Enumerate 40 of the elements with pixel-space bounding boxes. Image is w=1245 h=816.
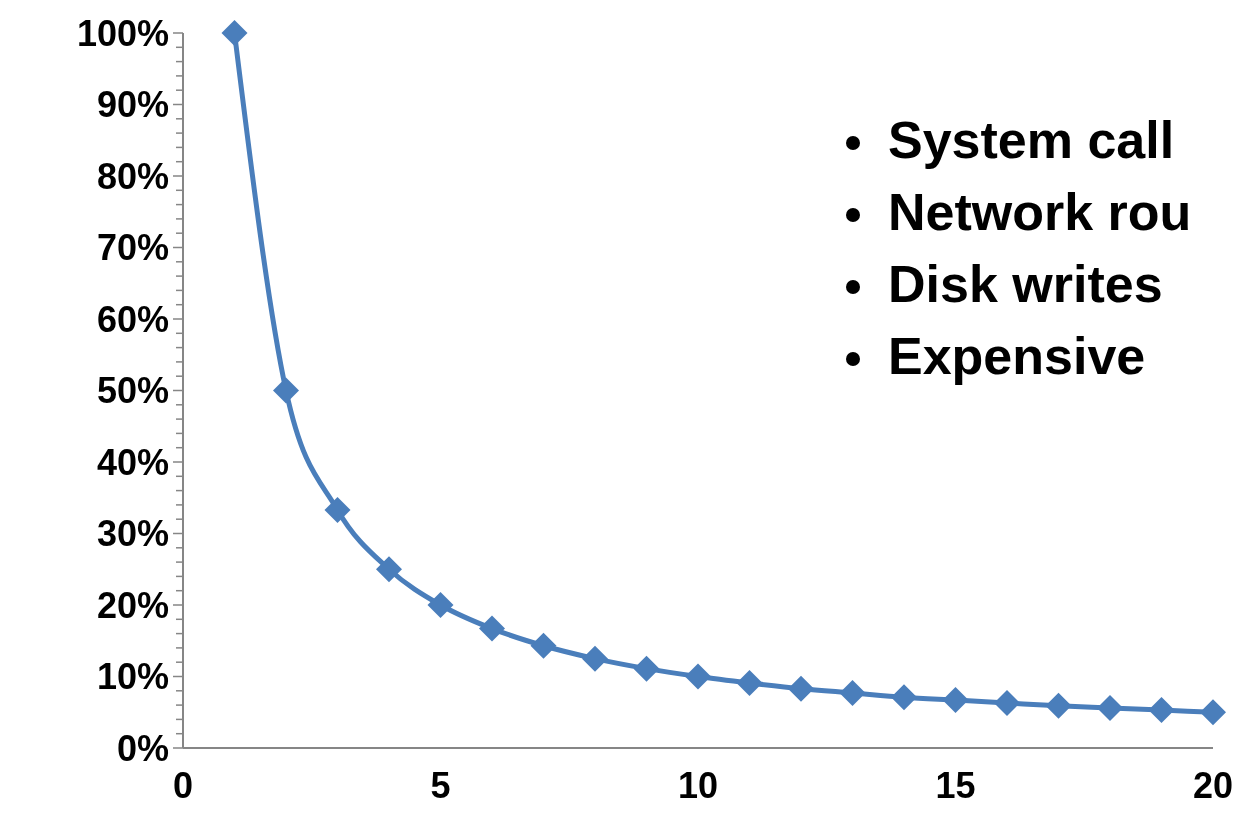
y-tick-label: 40%: [96, 441, 169, 483]
y-tick-label: 0%: [116, 727, 169, 769]
point: [1200, 699, 1226, 726]
point: [530, 632, 557, 659]
point: [582, 645, 608, 672]
x-tick-label: 10: [677, 765, 719, 806]
point: [942, 687, 969, 714]
point: [427, 592, 454, 618]
y-tick-label: 90%: [96, 84, 169, 126]
annotation: Disk writes: [888, 255, 1163, 313]
point: [685, 663, 711, 690]
point: [273, 377, 299, 404]
point: [376, 556, 402, 583]
point: [788, 675, 814, 702]
x-tick-label: 0: [172, 765, 194, 806]
point: [633, 655, 660, 682]
x-tick-label: 20: [1192, 765, 1234, 806]
point: [479, 615, 505, 642]
y-tick-label: 20%: [96, 584, 169, 626]
y-tick-label: 60%: [96, 298, 169, 340]
annotation: Network rou: [888, 183, 1192, 241]
annotation: System call: [888, 111, 1175, 169]
point: [839, 679, 866, 706]
y-tick-label: 80%: [96, 155, 169, 197]
point: [324, 496, 351, 523]
y-tick-label: 30%: [96, 513, 169, 555]
point: [1045, 692, 1072, 719]
annotation: Expensive: [888, 327, 1146, 385]
x-tick-label: 5: [430, 765, 451, 806]
y-tick-label: 50%: [96, 370, 169, 412]
y-tick-label: 100%: [76, 12, 169, 54]
point: [1097, 694, 1123, 721]
x-tick-label: 15: [935, 765, 976, 806]
point: [1148, 697, 1175, 724]
point: [736, 669, 763, 696]
y-tick-label: 10%: [96, 656, 169, 698]
y-tick-label: 70%: [96, 227, 169, 269]
point: [891, 684, 917, 711]
point: [994, 689, 1020, 716]
point: [221, 20, 248, 46]
